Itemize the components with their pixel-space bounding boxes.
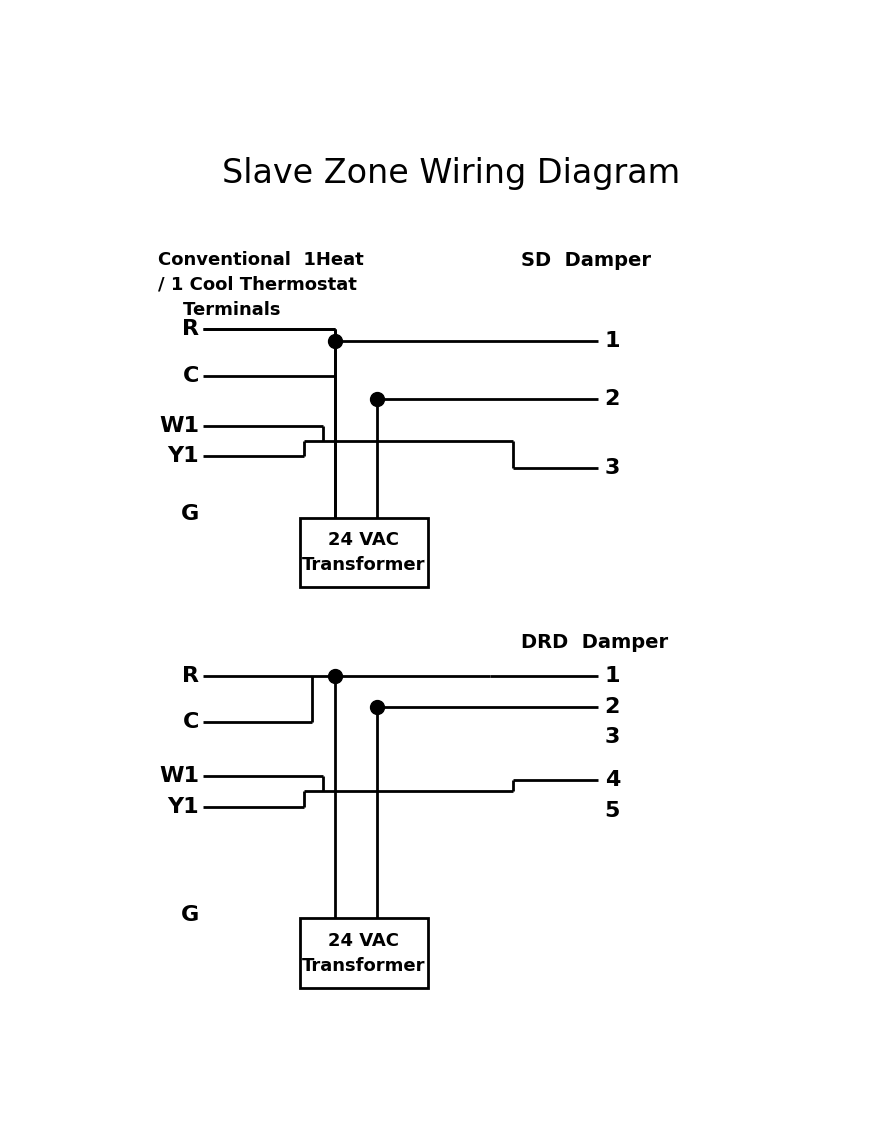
Text: DRD  Damper: DRD Damper [521,634,668,652]
Text: W1: W1 [159,416,199,435]
Text: G: G [181,504,199,524]
Text: SD  Damper: SD Damper [521,251,651,270]
Bar [300,518,428,587]
Text: 1: 1 [604,331,620,351]
Text: 2: 2 [604,389,620,408]
Text: W1: W1 [159,766,199,785]
Text: C: C [183,366,199,385]
Text: 24 VAC
Transformer: 24 VAC Transformer [302,931,426,975]
Text: 2: 2 [604,697,620,717]
Text: 3: 3 [604,458,620,478]
Text: 3: 3 [604,727,620,748]
Text: Conventional  1Heat
/ 1 Cool Thermostat
    Terminals: Conventional 1Heat / 1 Cool Thermostat T… [159,251,364,319]
Text: G: G [181,904,199,925]
Text: R: R [182,666,199,686]
Text: 5: 5 [604,800,620,821]
Text: 1: 1 [604,666,620,686]
Text: R: R [182,319,199,340]
Text: 24 VAC
Transformer: 24 VAC Transformer [302,531,426,575]
Bar [300,919,428,987]
Text: C: C [183,712,199,732]
Text: Y1: Y1 [167,447,199,466]
Text: 4: 4 [604,770,620,790]
Text: Slave Zone Wiring Diagram: Slave Zone Wiring Diagram [222,157,681,190]
Text: Y1: Y1 [167,797,199,816]
